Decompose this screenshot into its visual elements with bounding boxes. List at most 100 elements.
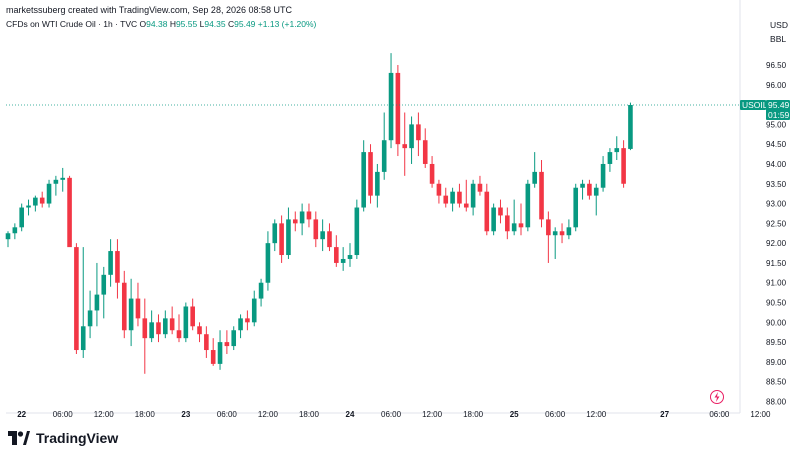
- candle-body: [149, 322, 154, 339]
- badge-price-bg: [766, 99, 790, 120]
- badge-price: 95.49: [768, 100, 790, 110]
- candle-body: [67, 177, 72, 248]
- candle-body: [176, 330, 182, 339]
- candle-body: [94, 294, 100, 311]
- candle-body: [87, 310, 93, 327]
- x-tick-label: 06:00: [217, 410, 238, 419]
- candle-body: [74, 247, 79, 351]
- candle-body: [33, 197, 38, 206]
- candle-body: [334, 247, 339, 263]
- candle-body: [375, 171, 380, 196]
- x-tick-label: 18:00: [299, 410, 320, 419]
- candle-body: [600, 163, 606, 188]
- candle-body: [142, 318, 148, 339]
- candle-body: [422, 140, 428, 164]
- candle-body: [402, 144, 408, 149]
- attribution-text: marketssuberg created with TradingView.c…: [6, 5, 292, 15]
- candle-body: [306, 211, 312, 220]
- y-tick-label: 95.00: [766, 120, 787, 129]
- candle-body: [416, 124, 421, 141]
- candle-body: [12, 227, 18, 234]
- candle-body: [135, 298, 141, 319]
- close-value: 95.49: [234, 19, 256, 29]
- candle-body: [340, 258, 346, 263]
- candle-body: [628, 104, 633, 149]
- candle-body: [19, 207, 24, 228]
- x-tick-label: 24: [346, 410, 355, 419]
- y-tick-label: 96.50: [766, 61, 787, 70]
- candle-body: [429, 163, 435, 184]
- grid-lines: [6, 0, 741, 414]
- x-axis: 22 06:00 12:00 18:00 23 06:00 12:00 18:00 24 06:0…: [17, 410, 771, 419]
- high-value: 95.55: [175, 19, 198, 29]
- candle-body: [292, 219, 298, 224]
- candle-body: [286, 219, 291, 256]
- candle-body: [607, 152, 613, 164]
- candle-body: [388, 72, 394, 141]
- candle-body: [169, 318, 175, 331]
- candle-body: [347, 255, 353, 259]
- candle-body: [108, 251, 113, 275]
- candle-body: [395, 72, 401, 145]
- candle-body: [457, 191, 462, 204]
- candle-body: [368, 152, 373, 196]
- candle-body: [272, 223, 278, 244]
- candle-body: [80, 326, 86, 351]
- candle-body: [251, 298, 257, 323]
- candle-body: [498, 207, 503, 216]
- open-value: 94.38: [146, 19, 168, 29]
- y-tick-label: 94.00: [766, 160, 787, 169]
- x-tick-label: 12:00: [258, 410, 279, 419]
- x-tick-label: 12:00: [422, 410, 443, 419]
- candle-body: [463, 203, 469, 208]
- candle-body: [573, 187, 579, 228]
- y-tick-label: 94.50: [766, 140, 787, 149]
- candle-body: [299, 211, 305, 224]
- x-tick-label: 27: [660, 410, 669, 419]
- candle-body: [443, 195, 449, 204]
- close-label: C: [228, 19, 235, 29]
- candle-body: [231, 330, 237, 347]
- tradingview-icon: [8, 431, 30, 445]
- y-axis: 88.00 88.50 89.00 89.50 90.00 90.50 91.00 91.50…: [766, 61, 787, 407]
- y-tick-label: 91.50: [766, 259, 787, 268]
- candle-body: [258, 282, 264, 299]
- candle-body: [238, 318, 243, 331]
- candle-body: [450, 191, 455, 204]
- symbol-name: CFDs on WTI Crude Oil · 1h · TVC: [6, 19, 138, 29]
- lightning-icon[interactable]: [710, 390, 724, 404]
- low-value: 94.35: [204, 19, 226, 29]
- tradingview-logo[interactable]: TradingView: [8, 430, 118, 446]
- badge-symbol-bg: [740, 99, 766, 110]
- candle-body: [60, 177, 66, 180]
- candle-body: [101, 274, 107, 295]
- x-tick-label: 23: [181, 410, 190, 419]
- candle-body: [566, 227, 572, 236]
- candle-body: [197, 326, 202, 335]
- candle-body: [593, 187, 599, 196]
- x-tick-label: 25: [510, 410, 519, 419]
- symbol-legend: CFDs on WTI Crude Oil · 1h · TVC O94.38 …: [6, 19, 316, 29]
- candle-body: [245, 318, 250, 323]
- high-label: H: [169, 19, 176, 29]
- candle-body: [552, 231, 558, 236]
- price-units[interactable]: USD BBL: [770, 18, 788, 46]
- y-tick-label: 93.50: [766, 180, 787, 189]
- x-tick-label: 12:00: [750, 410, 771, 419]
- open-label: O: [139, 19, 147, 29]
- candle-body: [580, 183, 585, 188]
- candle-body: [210, 350, 216, 364]
- y-tick-label: 88.50: [766, 378, 787, 387]
- x-tick-label: 06:00: [545, 410, 566, 419]
- candle-body: [183, 306, 189, 339]
- change-value: +1.13 (+1.20%): [257, 19, 317, 29]
- x-tick-label: 12:00: [94, 410, 115, 419]
- candle-body: [163, 318, 168, 335]
- candle-body: [587, 183, 592, 196]
- currency-label: USD: [770, 20, 788, 30]
- candle-body: [121, 282, 127, 331]
- candle-body: [361, 152, 366, 208]
- candle-body: [621, 148, 626, 184]
- candle-body: [546, 219, 551, 236]
